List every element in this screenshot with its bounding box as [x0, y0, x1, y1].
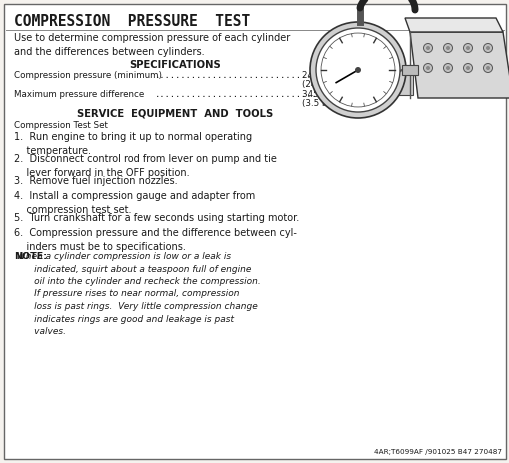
Text: 3.  Remove fuel injection nozzles.: 3. Remove fuel injection nozzles. — [14, 176, 177, 186]
Text: COMPRESSION  PRESSURE  TEST: COMPRESSION PRESSURE TEST — [14, 14, 250, 29]
Text: 4AR;T6099AF /901025 B47 270487: 4AR;T6099AF /901025 B47 270487 — [373, 449, 501, 455]
Text: 6.  Compression pressure and the difference between cyl-
    inders must be to s: 6. Compression pressure and the differen… — [14, 228, 296, 252]
Text: Compression Test Set: Compression Test Set — [14, 121, 108, 130]
Text: When a cylinder compression is low or a leak is
       indicated, squirt about a: When a cylinder compression is low or a … — [14, 252, 260, 336]
Circle shape — [443, 63, 451, 73]
Circle shape — [425, 46, 429, 50]
Circle shape — [425, 66, 429, 70]
Text: (24 bar) (350 psi): (24 bar) (350 psi) — [301, 80, 378, 89]
Circle shape — [483, 63, 492, 73]
Text: 5.  Turn crankshaft for a few seconds using starting motor.: 5. Turn crankshaft for a few seconds usi… — [14, 213, 299, 223]
Text: .................................: ................................. — [155, 90, 328, 99]
Text: 4.  Install a compression gauge and adapter from
    compression test set.: 4. Install a compression gauge and adapt… — [14, 191, 254, 215]
Circle shape — [309, 22, 405, 118]
Circle shape — [354, 67, 360, 73]
Circle shape — [316, 28, 399, 112]
Circle shape — [465, 66, 469, 70]
Polygon shape — [404, 18, 502, 32]
Text: 2.  Disconnect control rod from lever on pump and tie
    lever forward in the O: 2. Disconnect control rod from lever on … — [14, 154, 276, 178]
Circle shape — [485, 46, 489, 50]
Text: SPECIFICATIONS: SPECIFICATIONS — [129, 60, 220, 70]
Text: SERVICE  EQUIPMENT  AND  TOOLS: SERVICE EQUIPMENT AND TOOLS — [77, 109, 273, 119]
Text: Maximum pressure difference: Maximum pressure difference — [14, 90, 144, 99]
Text: Use to determine compression pressure of each cylinder
and the differences betwe: Use to determine compression pressure of… — [14, 33, 290, 57]
Text: 1.  Run engine to bring it up to normal operating
    temperature.: 1. Run engine to bring it up to normal o… — [14, 132, 251, 156]
Polygon shape — [387, 65, 412, 95]
Text: 345 kPa: 345 kPa — [301, 90, 336, 99]
Circle shape — [463, 44, 471, 52]
Text: 2413 kPa: 2413 kPa — [301, 71, 342, 80]
Text: NOTE:: NOTE: — [14, 252, 47, 261]
Circle shape — [445, 66, 449, 70]
Circle shape — [485, 66, 489, 70]
Text: ...............................: ............................... — [155, 71, 317, 80]
Circle shape — [443, 44, 451, 52]
Text: Compression pressure (minimum): Compression pressure (minimum) — [14, 71, 162, 80]
Circle shape — [422, 63, 432, 73]
Circle shape — [465, 46, 469, 50]
Polygon shape — [409, 32, 509, 98]
Bar — [401, 65, 417, 75]
Text: (3.5 bar) (50 psi): (3.5 bar) (50 psi) — [301, 99, 376, 108]
Circle shape — [445, 46, 449, 50]
Circle shape — [422, 44, 432, 52]
Circle shape — [463, 63, 471, 73]
Circle shape — [483, 44, 492, 52]
